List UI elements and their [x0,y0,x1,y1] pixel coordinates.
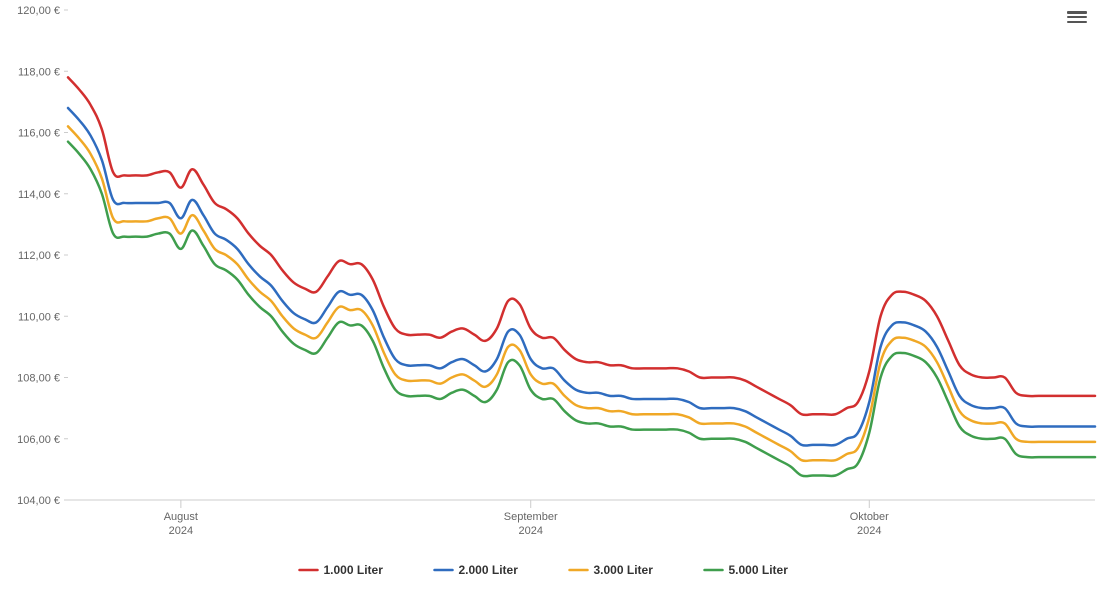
y-tick-label: 108,00 € [17,373,60,385]
price-chart: 104,00 € 106,00 € 108,00 € 110,00 € 112,00 €… [0,0,1105,603]
x-tick-year: 2024 [169,525,193,537]
legend-item-s4[interactable]: 5.000 Liter [705,563,789,577]
chart-svg: 104,00 € 106,00 € 108,00 € 110,00 € 112,00 €… [0,0,1105,603]
legend-item-s1[interactable]: 1.000 Liter [300,563,384,577]
y-tick-label: 114,00 € [18,189,60,201]
y-tick-label: 116,00 € [18,128,60,140]
y-tick-label: 104,00 € [17,495,60,507]
x-tick-year: 2024 [857,525,881,537]
legend-label: 1.000 Liter [324,563,384,577]
y-tick-label: 112,00 € [18,250,60,262]
series-s4 [68,142,1095,477]
y-tick-label: 118,00 € [18,66,60,78]
series-s1 [68,77,1095,415]
x-tick-month: Oktober [850,511,889,523]
series-s3 [68,126,1095,461]
legend-item-s2[interactable]: 2.000 Liter [435,563,519,577]
x-tick-month: August [164,511,198,523]
context-menu-icon[interactable] [1067,8,1087,26]
legend-label: 2.000 Liter [459,563,519,577]
y-tick-label: 120,00 € [17,5,60,17]
legend-label: 3.000 Liter [594,563,654,577]
x-tick-year: 2024 [518,525,542,537]
y-tick-label: 106,00 € [17,434,60,446]
y-tick-label: 110,00 € [18,311,60,323]
series-s2 [68,108,1095,446]
x-tick-month: September [504,511,558,523]
legend-label: 5.000 Liter [729,563,789,577]
legend-item-s3[interactable]: 3.000 Liter [570,563,654,577]
